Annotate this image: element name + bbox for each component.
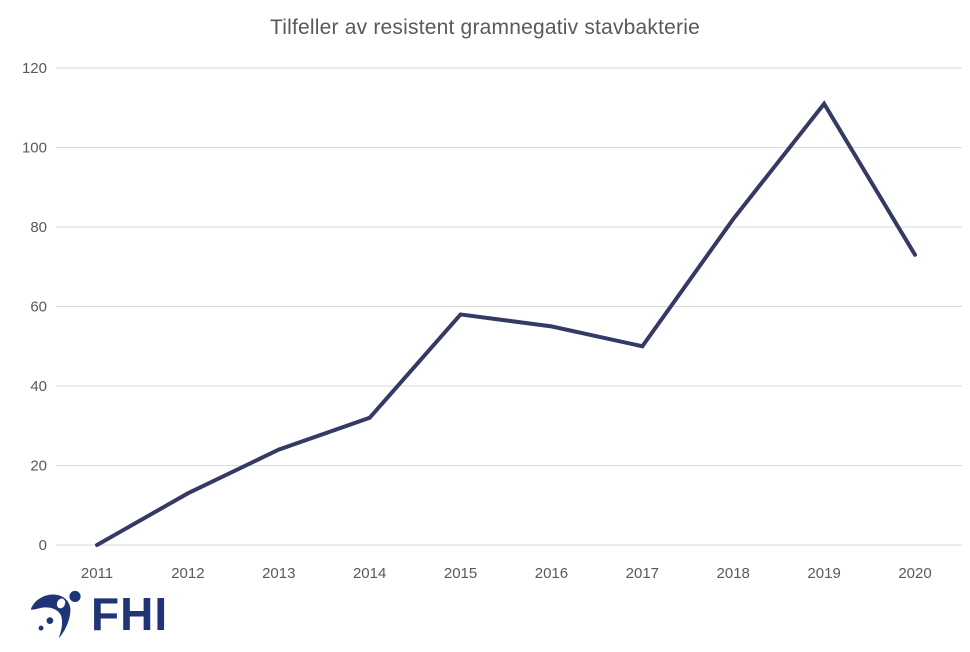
y-tick-label: 60	[30, 299, 47, 316]
y-tick-label: 120	[22, 60, 47, 77]
x-tick-label: 2017	[626, 565, 659, 582]
y-tick-label: 40	[30, 378, 47, 395]
fhi-logo-mark-icon	[30, 590, 81, 639]
x-tick-label: 2013	[262, 565, 295, 582]
y-tick-label: 100	[22, 140, 47, 157]
x-tick-label: 2011	[81, 565, 113, 582]
y-tick-label: 80	[30, 219, 47, 236]
fhi-logo-text: FHI	[91, 588, 169, 640]
y-tick-label: 20	[30, 458, 47, 475]
x-tick-label: 2019	[807, 565, 840, 582]
x-tick-label: 2020	[898, 565, 931, 582]
chart-title: Tilfeller av resistent gramnegativ stavb…	[270, 16, 700, 39]
x-tick-label: 2015	[444, 565, 477, 582]
y-tick-label: 0	[39, 537, 47, 554]
x-tick-label: 2016	[535, 565, 568, 582]
data-line-series	[95, 100, 917, 547]
fhi-logo: FHI	[28, 587, 168, 645]
x-tick-label: 2012	[171, 565, 204, 582]
x-tick-label: 2014	[353, 565, 386, 582]
x-tick-label: 2018	[717, 565, 750, 582]
